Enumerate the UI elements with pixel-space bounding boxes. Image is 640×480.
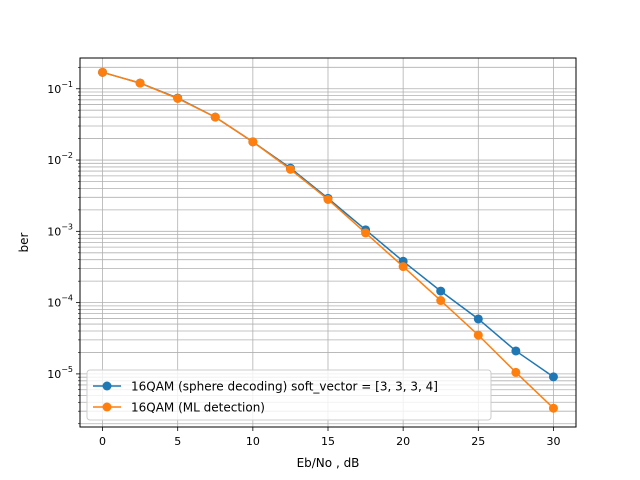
legend-label-sphere: 16QAM (sphere decoding) soft_vector = [3…	[131, 380, 438, 394]
x-tick-label: 30	[546, 435, 560, 448]
data-point-series-0	[548, 372, 558, 382]
x-tick-label: 0	[99, 435, 106, 448]
legend-marker-sphere	[102, 381, 112, 391]
x-axis-ticks: 0 5 10 15 20 25 30	[99, 427, 560, 448]
legend-marker-ml	[102, 402, 112, 412]
data-point-series-0	[436, 286, 446, 296]
y-axis-label: ber	[17, 232, 31, 252]
data-point-series-1	[473, 330, 483, 340]
data-point-series-1	[361, 228, 371, 238]
data-point-series-0	[511, 346, 521, 356]
x-tick-label: 10	[246, 435, 260, 448]
data-point-series-0	[473, 314, 483, 324]
legend-label-ml: 16QAM (ML detection)	[131, 401, 265, 415]
data-point-series-1	[98, 67, 108, 77]
data-point-series-1	[436, 296, 446, 306]
legend-box	[86, 369, 492, 421]
data-point-series-1	[285, 164, 295, 174]
x-axis-label: Eb/No , dB	[297, 456, 360, 470]
data-point-series-1	[248, 137, 258, 147]
x-tick-label: 20	[396, 435, 410, 448]
data-point-series-1	[173, 93, 183, 103]
data-point-series-1	[210, 112, 220, 122]
series-layer	[98, 67, 558, 413]
data-point-series-1	[511, 367, 521, 377]
x-tick-label: 15	[321, 435, 335, 448]
data-point-series-1	[548, 403, 558, 413]
x-tick-label: 25	[471, 435, 485, 448]
x-tick-label: 5	[174, 435, 181, 448]
data-point-series-1	[323, 194, 333, 204]
data-point-series-1	[135, 78, 145, 88]
legend: 16QAM (sphere decoding) soft_vector = [3…	[86, 369, 492, 421]
data-point-series-1	[398, 262, 408, 272]
